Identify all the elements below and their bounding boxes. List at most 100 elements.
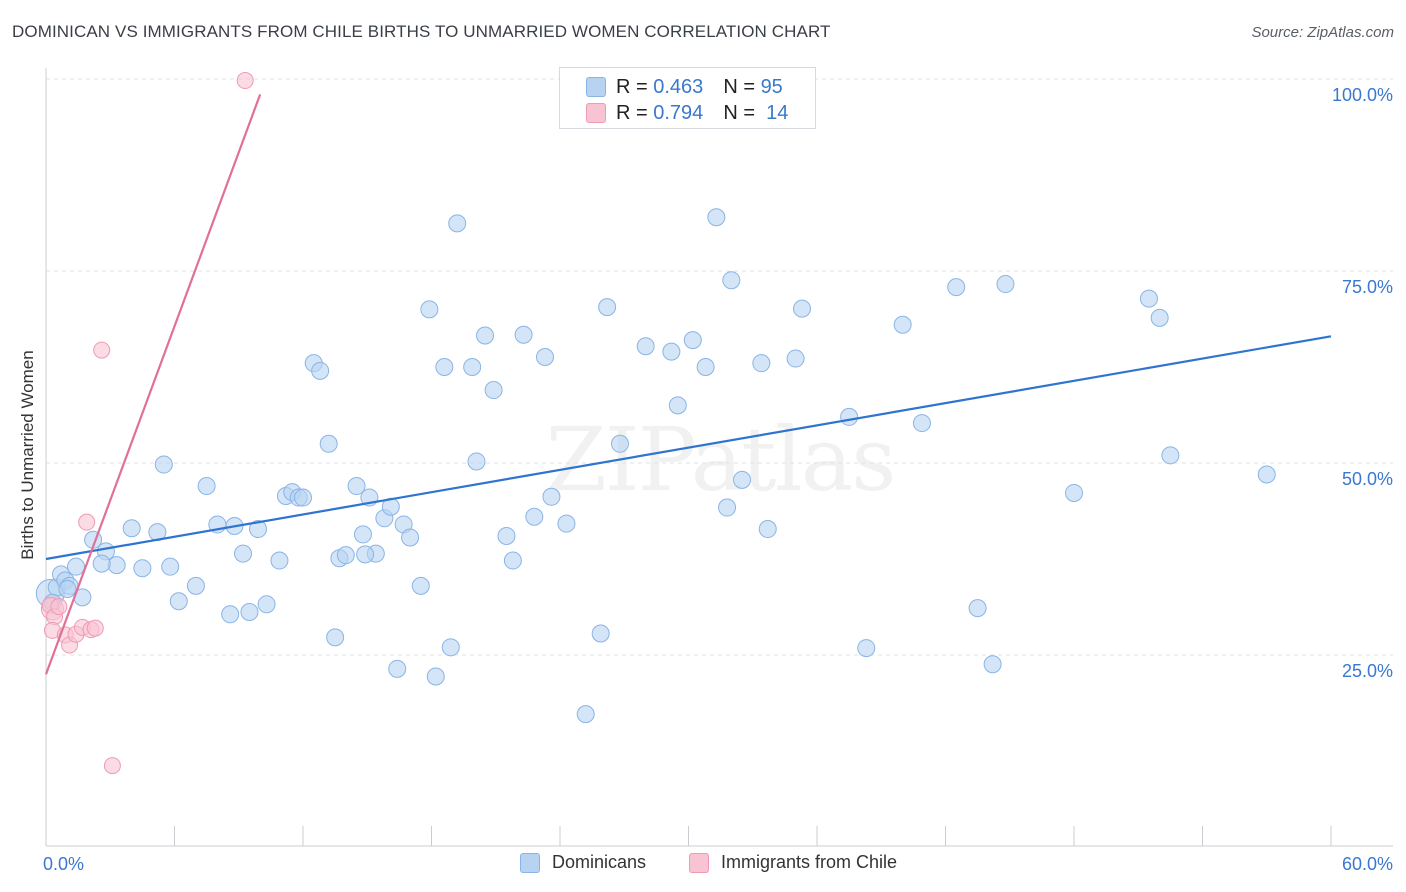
- legend-n-label: N =: [723, 75, 755, 98]
- data-point-dominicans: [161, 557, 180, 576]
- data-point-dominicans: [758, 520, 777, 539]
- x-tick-labels: 0.0% 60.0%: [43, 854, 1393, 874]
- data-point-dominicans: [197, 477, 216, 496]
- x-tick-label: 0.0%: [43, 854, 84, 874]
- data-point-dominicans: [476, 326, 495, 345]
- data-point-dominicans: [857, 639, 876, 658]
- data-point-dominicans: [463, 358, 482, 376]
- data-point-dominicans: [58, 579, 77, 598]
- y-tick-label: 50.0%: [1342, 469, 1393, 489]
- data-point-dominicans: [1065, 483, 1083, 502]
- data-point-dominicans: [718, 498, 737, 517]
- data-point-dominicans: [347, 477, 366, 496]
- y-tick-labels: 25.0% 50.0% 75.0% 100.0%: [1332, 85, 1393, 681]
- data-point-chile: [236, 72, 254, 90]
- data-point-dominicans: [319, 434, 338, 453]
- data-point-dominicans: [536, 348, 555, 367]
- data-point-dominicans: [240, 602, 259, 621]
- data-point-dominicans: [557, 514, 576, 533]
- data-point-dominicans: [467, 452, 486, 471]
- data-point-dominicans: [752, 354, 771, 373]
- data-point-dominicans: [441, 638, 460, 657]
- data-point-dominicans: [336, 546, 355, 565]
- legend-n-value: 14: [766, 101, 789, 124]
- data-point-dominicans: [221, 605, 240, 624]
- data-point-dominicans: [420, 300, 439, 319]
- data-point-dominicans: [133, 559, 152, 578]
- legend-r-value: 0.463: [653, 75, 704, 98]
- data-point-dominicans: [636, 337, 655, 356]
- data-point-dominicans: [610, 434, 629, 453]
- data-point-dominicans: [1139, 289, 1158, 308]
- legend-swatch-pink: [586, 103, 606, 123]
- data-point-dominicans: [503, 551, 522, 570]
- data-point-dominicans: [311, 361, 330, 380]
- grid-lines: [46, 78, 1393, 656]
- data-point-dominicans: [525, 507, 544, 526]
- data-point-dominicans: [840, 407, 859, 426]
- data-point-dominicans: [435, 358, 454, 376]
- data-point-dominicans: [1257, 465, 1276, 484]
- chart-title: DOMINICAN VS IMMIGRANTS FROM CHILE BIRTH…: [12, 22, 831, 41]
- y-tick-label: 75.0%: [1342, 277, 1393, 297]
- data-point-dominicans: [66, 557, 85, 576]
- legend-n-label: N =: [723, 101, 755, 124]
- chile-points: [40, 72, 254, 775]
- data-point-dominicans: [448, 214, 467, 233]
- data-point-dominicans: [426, 667, 445, 686]
- legend-row-dominicans: R = 0.463 N = 95: [586, 76, 783, 98]
- data-point-dominicans: [257, 595, 276, 614]
- data-point-dominicans: [707, 208, 726, 227]
- data-point-chile: [78, 513, 96, 531]
- data-point-dominicans: [683, 331, 702, 350]
- legend-label-chile: Immigrants from Chile: [721, 852, 898, 872]
- data-point-dominicans: [733, 470, 752, 489]
- x-tick-label: 60.0%: [1342, 854, 1393, 874]
- data-point-dominicans: [356, 545, 375, 564]
- data-point-dominicans: [154, 455, 173, 474]
- watermark: ZIPatlas: [546, 408, 895, 511]
- data-point-dominicans: [668, 396, 687, 415]
- legend-r-label: R =: [616, 75, 648, 98]
- dominicans-points: [35, 208, 1276, 724]
- y-tick-label: 25.0%: [1342, 661, 1393, 681]
- data-point-dominicans: [722, 271, 741, 290]
- data-point-dominicans: [662, 342, 681, 361]
- data-point-dominicans: [326, 628, 345, 647]
- data-point-dominicans: [1161, 446, 1180, 465]
- axes: [45, 68, 1393, 847]
- legend-item-chile: Immigrants from Chile: [689, 852, 897, 873]
- data-point-dominicans: [169, 592, 188, 611]
- data-point-dominicans: [968, 599, 987, 618]
- data-point-dominicans: [294, 488, 312, 507]
- legend-r-label: R =: [616, 101, 648, 124]
- correlation-legend: R = 0.463 N = 95 R = 0.794 N = 14: [559, 67, 816, 129]
- data-point-dominicans: [186, 576, 205, 595]
- data-point-dominicans: [270, 551, 289, 570]
- data-point-dominicans: [542, 487, 561, 506]
- data-point-dominicans: [576, 705, 595, 724]
- data-point-dominicans: [411, 576, 430, 595]
- data-point-dominicans: [983, 655, 1002, 674]
- data-point-dominicans: [497, 526, 516, 545]
- legend-swatch-chile: [689, 852, 709, 873]
- data-point-dominicans: [122, 519, 141, 538]
- data-point-dominicans: [353, 525, 372, 544]
- data-point-dominicans: [912, 414, 931, 433]
- data-point-chile: [50, 598, 68, 616]
- data-point-dominicans: [696, 358, 715, 376]
- series-legend: Dominicans Immigrants from Chile: [0, 852, 1406, 878]
- legend-n-value: 95: [760, 75, 783, 98]
- data-point-dominicans: [996, 275, 1015, 294]
- data-point-chile: [86, 619, 104, 637]
- legend-swatch-blue: [586, 77, 606, 97]
- data-point-dominicans: [107, 556, 126, 575]
- data-point-dominicans: [249, 520, 268, 539]
- data-point-dominicans: [92, 554, 111, 573]
- legend-label-dominicans: Dominicans: [552, 852, 647, 872]
- data-point-chile: [103, 757, 121, 775]
- data-point-dominicans: [234, 544, 253, 563]
- trend-line-dominicans: [45, 335, 1332, 561]
- data-point-chile: [93, 341, 111, 359]
